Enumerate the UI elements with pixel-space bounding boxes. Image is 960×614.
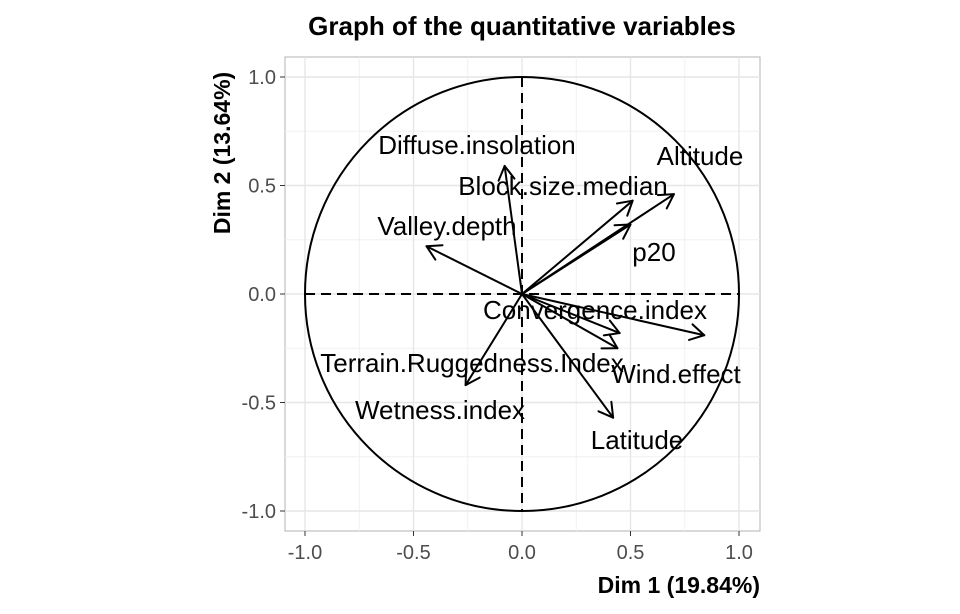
arrow-shaft <box>426 245 523 295</box>
arrow-head <box>597 410 615 419</box>
x-axis-label: Dim 1 (19.84%) <box>598 572 760 598</box>
variable-label: Convergence.index <box>483 295 707 325</box>
variable-labels: Diffuse.insolation AltitudeBlock.size.med… <box>320 130 743 455</box>
y-tick-label: 0.0 <box>248 284 276 306</box>
arrow-head <box>497 164 506 182</box>
y-tick-label: -0.5 <box>242 393 276 415</box>
x-tick-label: -0.5 <box>396 542 430 564</box>
arrow-shaft <box>521 199 634 295</box>
y-tick-label: 1.0 <box>248 67 276 89</box>
x-tick-label: 0.5 <box>617 542 645 564</box>
variable-label: Diffuse.insolation <box>378 130 576 160</box>
arrow-head <box>608 333 619 350</box>
arrow-head <box>626 199 634 217</box>
variable-label: p20 <box>632 237 675 267</box>
arrow-head <box>602 332 621 337</box>
chart-title: Graph of the quantitative variables <box>308 11 736 41</box>
arrow-head <box>425 244 444 248</box>
arrow-head <box>688 334 706 341</box>
arrow-head <box>691 323 706 337</box>
variable-label: Altitude <box>657 141 744 171</box>
variable-label: Valley.depth <box>377 211 516 241</box>
arrow-head <box>656 193 675 197</box>
variable-label: Latitude <box>591 425 684 455</box>
arrow-head <box>425 245 437 261</box>
arrow-shaft <box>464 293 523 386</box>
variable-label: Wetness.index <box>355 395 525 425</box>
arrow-head <box>608 319 621 335</box>
arrow-head <box>613 223 632 227</box>
arrow-shaft <box>521 293 618 350</box>
y-axis-label: Dim 2 (13.64%) <box>209 72 235 234</box>
arrow-head <box>615 199 634 205</box>
arrow-shaft <box>521 293 621 334</box>
variable-arrows <box>425 164 706 419</box>
x-axis-ticks: -1.0 -0.5 0.0 0.5 1.0 <box>288 531 753 564</box>
arrow-shaft <box>503 165 523 295</box>
x-tick-label: 1.0 <box>725 542 753 564</box>
variable-label: Block.size.median <box>458 171 668 201</box>
arrow-shaft <box>521 223 632 295</box>
arrow-head <box>665 193 675 210</box>
x-tick-label: 0.0 <box>508 542 536 564</box>
arrow-head <box>610 400 615 419</box>
y-tick-label: -1.0 <box>242 501 276 523</box>
variable-label: Wind.effect <box>611 359 741 389</box>
variable-label: Terrain.Ruggedness.Index <box>320 348 624 378</box>
x-tick-label: -1.0 <box>288 542 322 564</box>
arrow-head <box>464 376 481 387</box>
arrow-head <box>503 164 516 180</box>
arrow-shaft <box>521 293 705 337</box>
y-axis-ticks: -1.0 -0.5 0.0 0.5 1.0 <box>242 67 285 523</box>
y-tick-label: 0.5 <box>248 176 276 198</box>
arrow-head <box>622 223 632 240</box>
arrow-shaft <box>521 293 614 419</box>
